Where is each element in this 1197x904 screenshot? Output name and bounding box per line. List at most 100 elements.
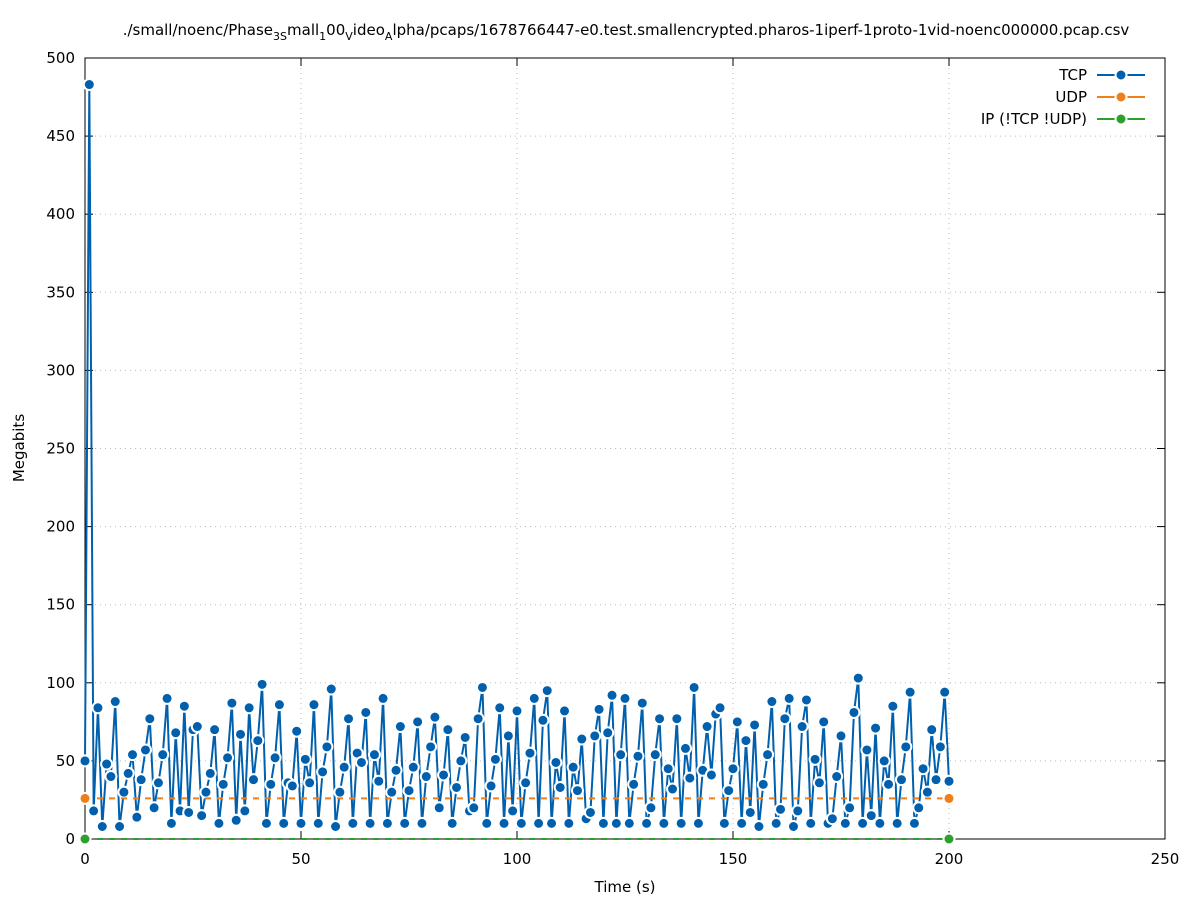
x-tick-label: 200 bbox=[935, 850, 964, 868]
data-point bbox=[126, 748, 140, 762]
data-point bbox=[324, 682, 338, 696]
data-point bbox=[475, 680, 489, 694]
data-point bbox=[406, 760, 420, 774]
data-point bbox=[419, 770, 433, 784]
data-point bbox=[160, 691, 174, 705]
data-point bbox=[303, 776, 317, 790]
data-point bbox=[277, 816, 291, 830]
data-point bbox=[873, 816, 887, 830]
data-point bbox=[290, 724, 304, 738]
data-point bbox=[622, 816, 636, 830]
data-point bbox=[786, 820, 800, 834]
data-point bbox=[640, 816, 654, 830]
data-point bbox=[912, 801, 926, 815]
data-point bbox=[363, 816, 377, 830]
data-point bbox=[540, 684, 554, 698]
data-point bbox=[670, 712, 684, 726]
data-point bbox=[437, 768, 451, 782]
data-point bbox=[259, 816, 273, 830]
data-point bbox=[182, 805, 196, 819]
data-point bbox=[644, 801, 658, 815]
data-point bbox=[817, 715, 831, 729]
data-point bbox=[389, 763, 403, 777]
data-point bbox=[445, 816, 459, 830]
y-tick-label: 0 bbox=[65, 830, 75, 848]
data-point bbox=[886, 699, 900, 713]
data-point bbox=[78, 791, 92, 805]
data-point bbox=[501, 729, 515, 743]
data-point bbox=[553, 780, 567, 794]
data-point bbox=[614, 748, 628, 762]
data-point bbox=[385, 785, 399, 799]
data-point bbox=[903, 685, 917, 699]
data-point bbox=[380, 816, 394, 830]
data-point bbox=[251, 734, 265, 748]
data-point bbox=[393, 720, 407, 734]
data-point bbox=[799, 693, 813, 707]
title-part: 00 bbox=[326, 21, 345, 39]
data-point bbox=[208, 723, 222, 737]
data-point bbox=[195, 809, 209, 823]
data-point bbox=[588, 729, 602, 743]
data-point bbox=[678, 741, 692, 755]
data-point bbox=[536, 713, 550, 727]
data-point bbox=[519, 776, 533, 790]
data-point bbox=[268, 751, 282, 765]
legend-label: TCP bbox=[1058, 66, 1087, 84]
data-point bbox=[100, 757, 114, 771]
data-point bbox=[933, 740, 947, 754]
data-point bbox=[847, 705, 861, 719]
data-point bbox=[674, 816, 688, 830]
data-point bbox=[333, 785, 347, 799]
data-point bbox=[143, 712, 157, 726]
data-point bbox=[402, 784, 416, 798]
x-tick-label: 250 bbox=[1151, 850, 1180, 868]
data-point bbox=[864, 809, 878, 823]
data-point bbox=[458, 730, 472, 744]
data-point bbox=[683, 771, 697, 785]
data-point bbox=[575, 732, 589, 746]
data-point bbox=[294, 816, 308, 830]
title-part: ./small/noenc/Phase bbox=[123, 21, 273, 39]
data-point bbox=[653, 712, 667, 726]
data-point bbox=[484, 779, 498, 793]
data-point bbox=[730, 715, 744, 729]
legend-marker bbox=[1114, 112, 1128, 126]
data-point bbox=[549, 755, 563, 769]
data-point bbox=[216, 777, 230, 791]
y-tick-label: 150 bbox=[46, 596, 75, 614]
data-point bbox=[316, 765, 330, 779]
y-tick-label: 400 bbox=[46, 205, 75, 223]
y-tick-label: 200 bbox=[46, 518, 75, 536]
data-point bbox=[359, 705, 373, 719]
data-point bbox=[722, 784, 736, 798]
data-point bbox=[238, 804, 252, 818]
title-subscript: 3S bbox=[273, 30, 287, 43]
data-point bbox=[121, 766, 135, 780]
y-tick-label: 350 bbox=[46, 283, 75, 301]
data-point bbox=[342, 712, 356, 726]
data-point bbox=[272, 698, 286, 712]
data-point bbox=[454, 754, 468, 768]
data-point bbox=[229, 813, 243, 827]
data-point bbox=[851, 671, 865, 685]
data-point bbox=[566, 760, 580, 774]
data-point bbox=[510, 704, 524, 718]
data-point bbox=[596, 816, 610, 830]
data-point bbox=[558, 704, 572, 718]
title-subscript: A bbox=[385, 30, 393, 43]
data-point bbox=[134, 773, 148, 787]
data-point bbox=[156, 748, 170, 762]
y-tick-label: 50 bbox=[56, 752, 75, 770]
data-point bbox=[320, 740, 334, 754]
data-point bbox=[691, 816, 705, 830]
data-point bbox=[190, 720, 204, 734]
data-point bbox=[493, 701, 507, 715]
data-point bbox=[428, 710, 442, 724]
data-point bbox=[221, 751, 235, 765]
data-point bbox=[104, 770, 118, 784]
data-point bbox=[756, 777, 770, 791]
data-point bbox=[782, 691, 796, 705]
data-point bbox=[480, 816, 494, 830]
